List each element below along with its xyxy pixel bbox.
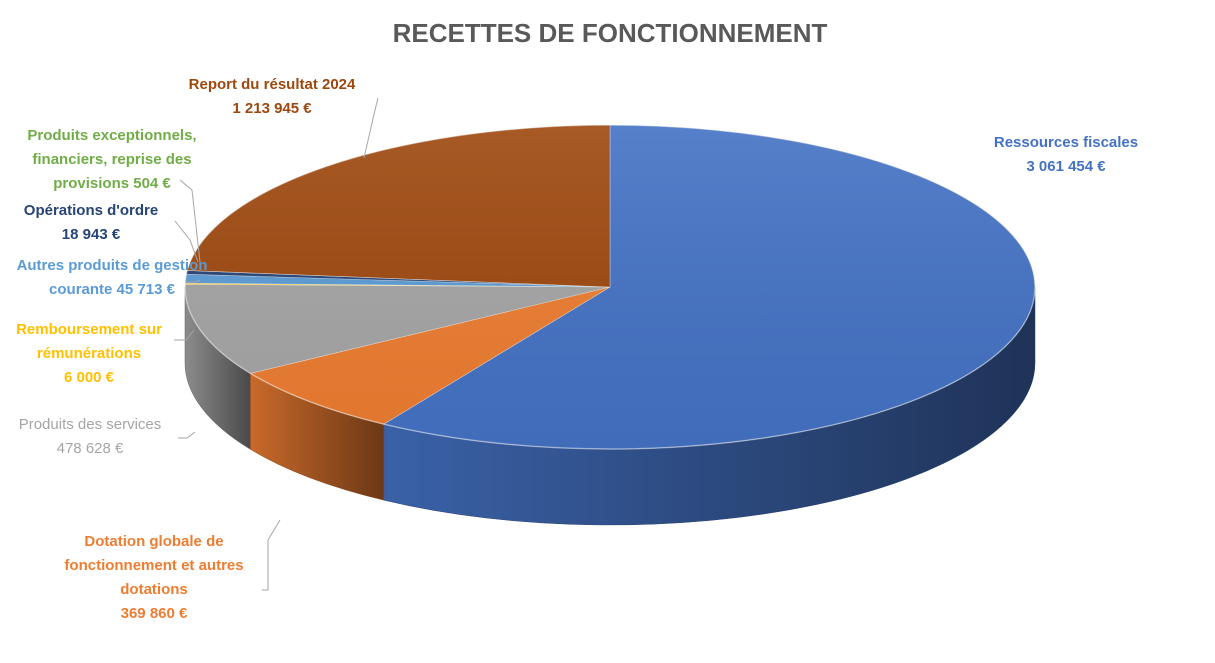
data-label-line: rémunérations [37, 345, 141, 362]
pie-tops [184, 124, 1036, 450]
data-label-0: Ressources fiscales 3 061 454 € [994, 134, 1138, 175]
data-label-line: courante 45 713 € [49, 281, 176, 298]
data-label-4: Autres produits de gestion courante 45 71… [17, 257, 208, 298]
data-label-line: Remboursement sur [16, 321, 162, 338]
data-label-line: 3 061 454 € [1026, 158, 1106, 175]
data-label-line: 478 628 € [57, 440, 124, 457]
data-label-6: Produits exceptionnels, financiers, repri… [27, 127, 196, 192]
data-label-line: Opérations d'ordre [24, 202, 158, 219]
data-label-line: fonctionnement et autres [64, 557, 243, 574]
leader-line-3 [174, 329, 195, 341]
leader-line-5 [174, 220, 199, 263]
data-label-line: 18 943 € [62, 226, 121, 243]
data-label-line: Autres produits de gestion [17, 257, 208, 274]
data-label-line: dotations [120, 581, 188, 598]
data-label-line: 6 000 € [64, 369, 115, 386]
data-label-1: Dotation globale de fonctionnement et aut… [64, 533, 243, 622]
data-label-line: financiers, reprise des [32, 151, 191, 168]
data-label-5: Opérations d'ordre 18 943 € [24, 202, 158, 243]
data-label-line: Ressources fiscales [994, 134, 1138, 151]
pie-sides [184, 286, 1036, 526]
leader-line-7 [363, 97, 379, 159]
pie-top-rim [184, 124, 1036, 450]
leader-line-6 [179, 179, 201, 263]
data-label-line: Produits exceptionnels, [27, 127, 196, 144]
data-label-3: Remboursement sur rémunérations 6 000 € [16, 321, 162, 386]
chart-title: RECETTES DE FONCTIONNEMENT [393, 18, 828, 48]
data-label-line: Report du résultat 2024 [189, 76, 356, 93]
data-label-line: 369 860 € [121, 605, 188, 622]
data-label-line: Dotation globale de [84, 533, 223, 550]
leader-line-1 [262, 519, 281, 591]
leader-line-2 [178, 431, 196, 439]
data-labels: Ressources fiscales 3 061 454 € Dotation g… [16, 76, 1138, 622]
data-label-line: 1 213 945 € [232, 100, 312, 117]
leader-lines [174, 97, 379, 591]
data-label-line: Produits des services [19, 416, 162, 433]
data-label-2: Produits des services 478 628 € [19, 416, 162, 457]
data-label-line: provisions 504 € [53, 175, 171, 192]
data-label-7: Report du résultat 2024 1 213 945 € [189, 76, 356, 117]
leader-line-4 [186, 279, 201, 283]
